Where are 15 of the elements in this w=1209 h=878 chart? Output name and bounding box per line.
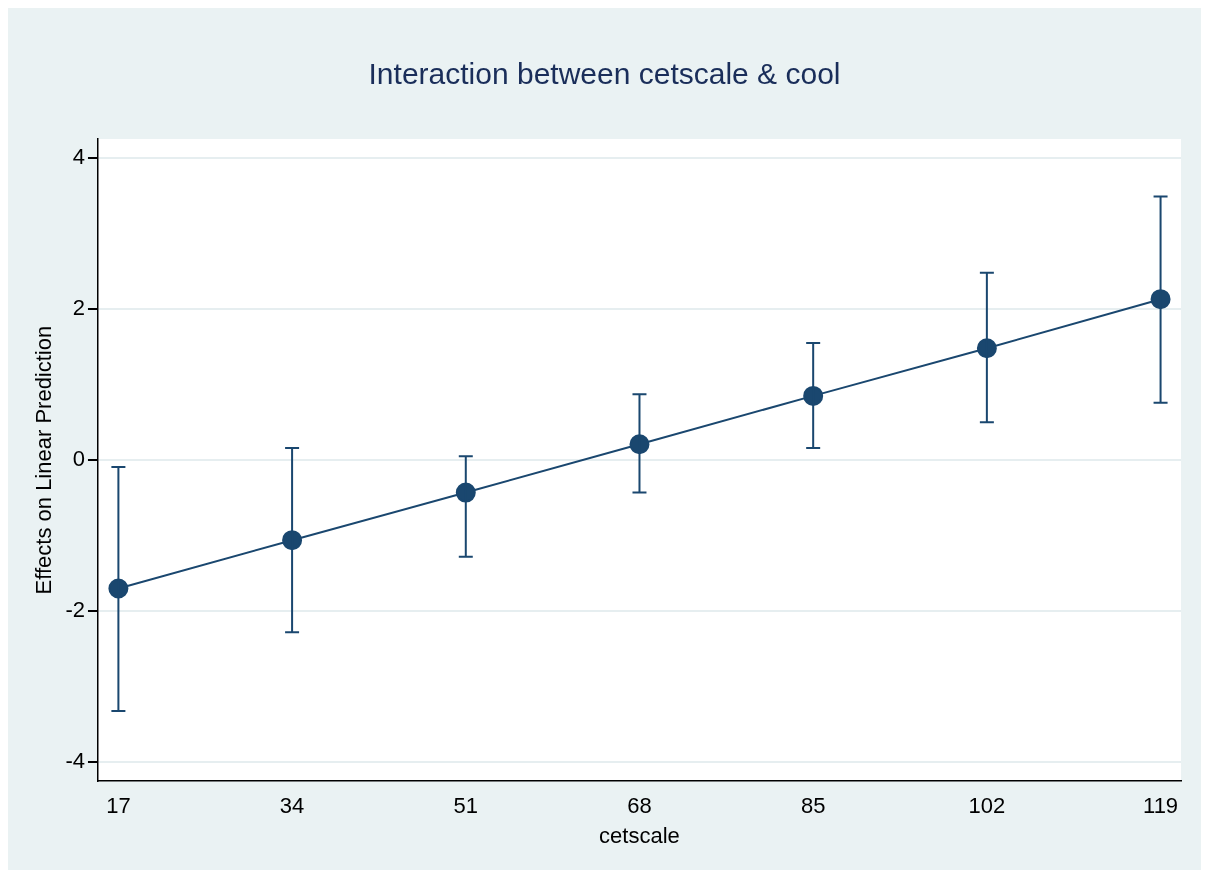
y-tick-label: 4 <box>72 143 85 169</box>
x-tick-label: 85 <box>800 793 826 819</box>
x-axis-title: cetscale <box>599 822 680 848</box>
x-tick-label: 51 <box>453 793 479 819</box>
x-tick-label: 68 <box>627 793 652 819</box>
x-tick-label: 102 <box>968 793 1006 819</box>
y-tick-label: -4 <box>65 748 85 774</box>
y-tick-label: 2 <box>72 295 85 321</box>
y-tick-label: -2 <box>65 597 85 623</box>
x-tick-label: 17 <box>106 793 131 819</box>
y-axis-title: Effects on Linear Prediction <box>31 325 57 595</box>
x-tick-label: 34 <box>279 793 305 819</box>
chart-title: Interaction between cetscale & cool <box>368 57 841 91</box>
x-tick-label: 119 <box>1143 793 1179 819</box>
y-tick-label: 0 <box>72 446 85 472</box>
